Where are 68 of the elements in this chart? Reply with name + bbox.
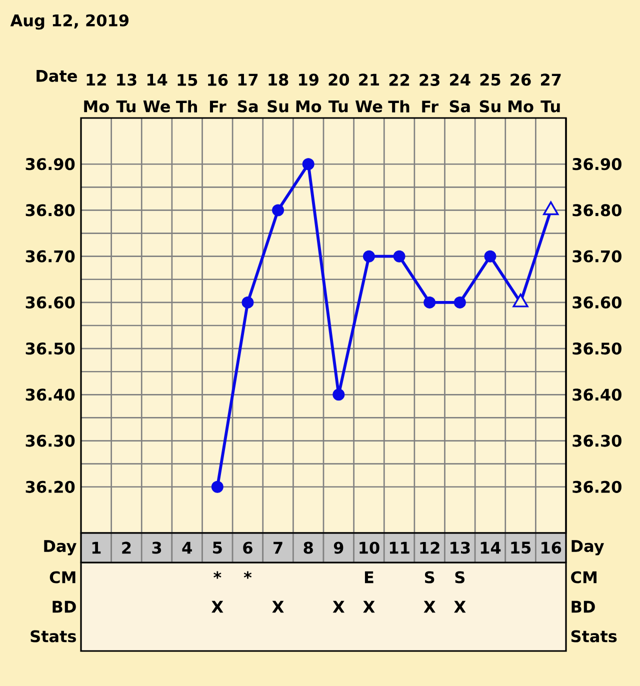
x-tick-label: 10	[360, 542, 380, 554]
point	[362, 250, 375, 262]
x-tick-label: 15	[511, 542, 531, 554]
x-tick-label: 13	[450, 542, 470, 554]
y-tick-label: 36.50	[26, 342, 75, 355]
y-tick-label: Stats	[571, 630, 617, 642]
y-tick-label: 36.80	[26, 204, 75, 216]
x-tick-label: 3	[152, 542, 162, 554]
x-tick-label: 24 Sa	[450, 74, 470, 112]
text: *	[214, 571, 222, 579]
point	[302, 158, 314, 170]
text: Day	[572, 540, 604, 556]
x-tick-label: 2	[122, 542, 131, 554]
text: X	[363, 600, 375, 613]
x-tick-label: 13 Tu	[116, 74, 136, 112]
x-tick-label: 5	[213, 542, 222, 554]
x-tick-label: 8	[304, 542, 313, 554]
x-tick-label: 16 Fr	[208, 74, 228, 112]
x-tick-label: 26 Mo	[508, 74, 534, 112]
x-tick-label: 23 Fr	[420, 74, 440, 112]
y-tick-label: 36.90	[26, 158, 75, 170]
x-tick-label: 16	[542, 542, 562, 554]
point	[332, 388, 345, 401]
text: S	[424, 571, 434, 584]
text: E	[364, 571, 374, 584]
point	[393, 250, 406, 262]
text: X	[424, 600, 436, 613]
x-tick-label: 6	[243, 542, 252, 554]
point	[484, 250, 496, 262]
point	[424, 296, 436, 308]
y-tick-label: BD	[572, 600, 595, 613]
x-axis-title: Day	[44, 540, 76, 556]
x-tick-label: 21 We	[355, 74, 382, 112]
y-tick-label: 36.40	[26, 388, 75, 401]
chart-title: Aug 12, 2019	[10, 14, 128, 30]
y-tick-label: 36.30	[26, 434, 75, 447]
x-tick-label: 18 Su	[268, 74, 288, 112]
x-tick-label: 19 Mo	[296, 74, 322, 112]
y-tick-label: 36.70	[26, 250, 75, 262]
x-tick-label: 9	[334, 542, 344, 554]
text: X	[272, 600, 284, 613]
x-tick-label: 11	[390, 542, 410, 554]
x-tick-label: 22 Th	[388, 74, 410, 112]
x-tick-label: 4	[182, 542, 192, 554]
y-tick-label: 36.20	[26, 480, 75, 493]
x-tick-label: 14 We	[143, 74, 170, 112]
x-tick-label: 7	[274, 542, 282, 554]
point	[211, 480, 224, 493]
x-tick-label: 27 Tu	[540, 74, 561, 112]
x-tick-label: 25 Su	[480, 74, 500, 112]
x-tick-label: 12 Mo	[84, 74, 109, 112]
x-tick-label: 12	[420, 542, 440, 554]
point	[242, 296, 254, 308]
text: X	[454, 600, 466, 613]
point	[454, 296, 466, 308]
text: *	[244, 571, 252, 579]
y-tick-label: 36.60	[26, 296, 75, 308]
text: S	[455, 571, 464, 584]
point	[272, 204, 284, 216]
x-tick-label: 17 Sa	[238, 74, 258, 112]
text: X	[212, 600, 224, 613]
y-tick-label: CM	[571, 571, 596, 584]
x-tick-label: 14	[480, 542, 501, 554]
x-tick-label: 20 Tu	[328, 74, 350, 112]
x-axis-title: Date	[36, 70, 77, 82]
text: X	[332, 600, 344, 613]
x-tick-label: 15 Th	[176, 74, 198, 112]
x-tick-label: 1	[92, 542, 101, 554]
